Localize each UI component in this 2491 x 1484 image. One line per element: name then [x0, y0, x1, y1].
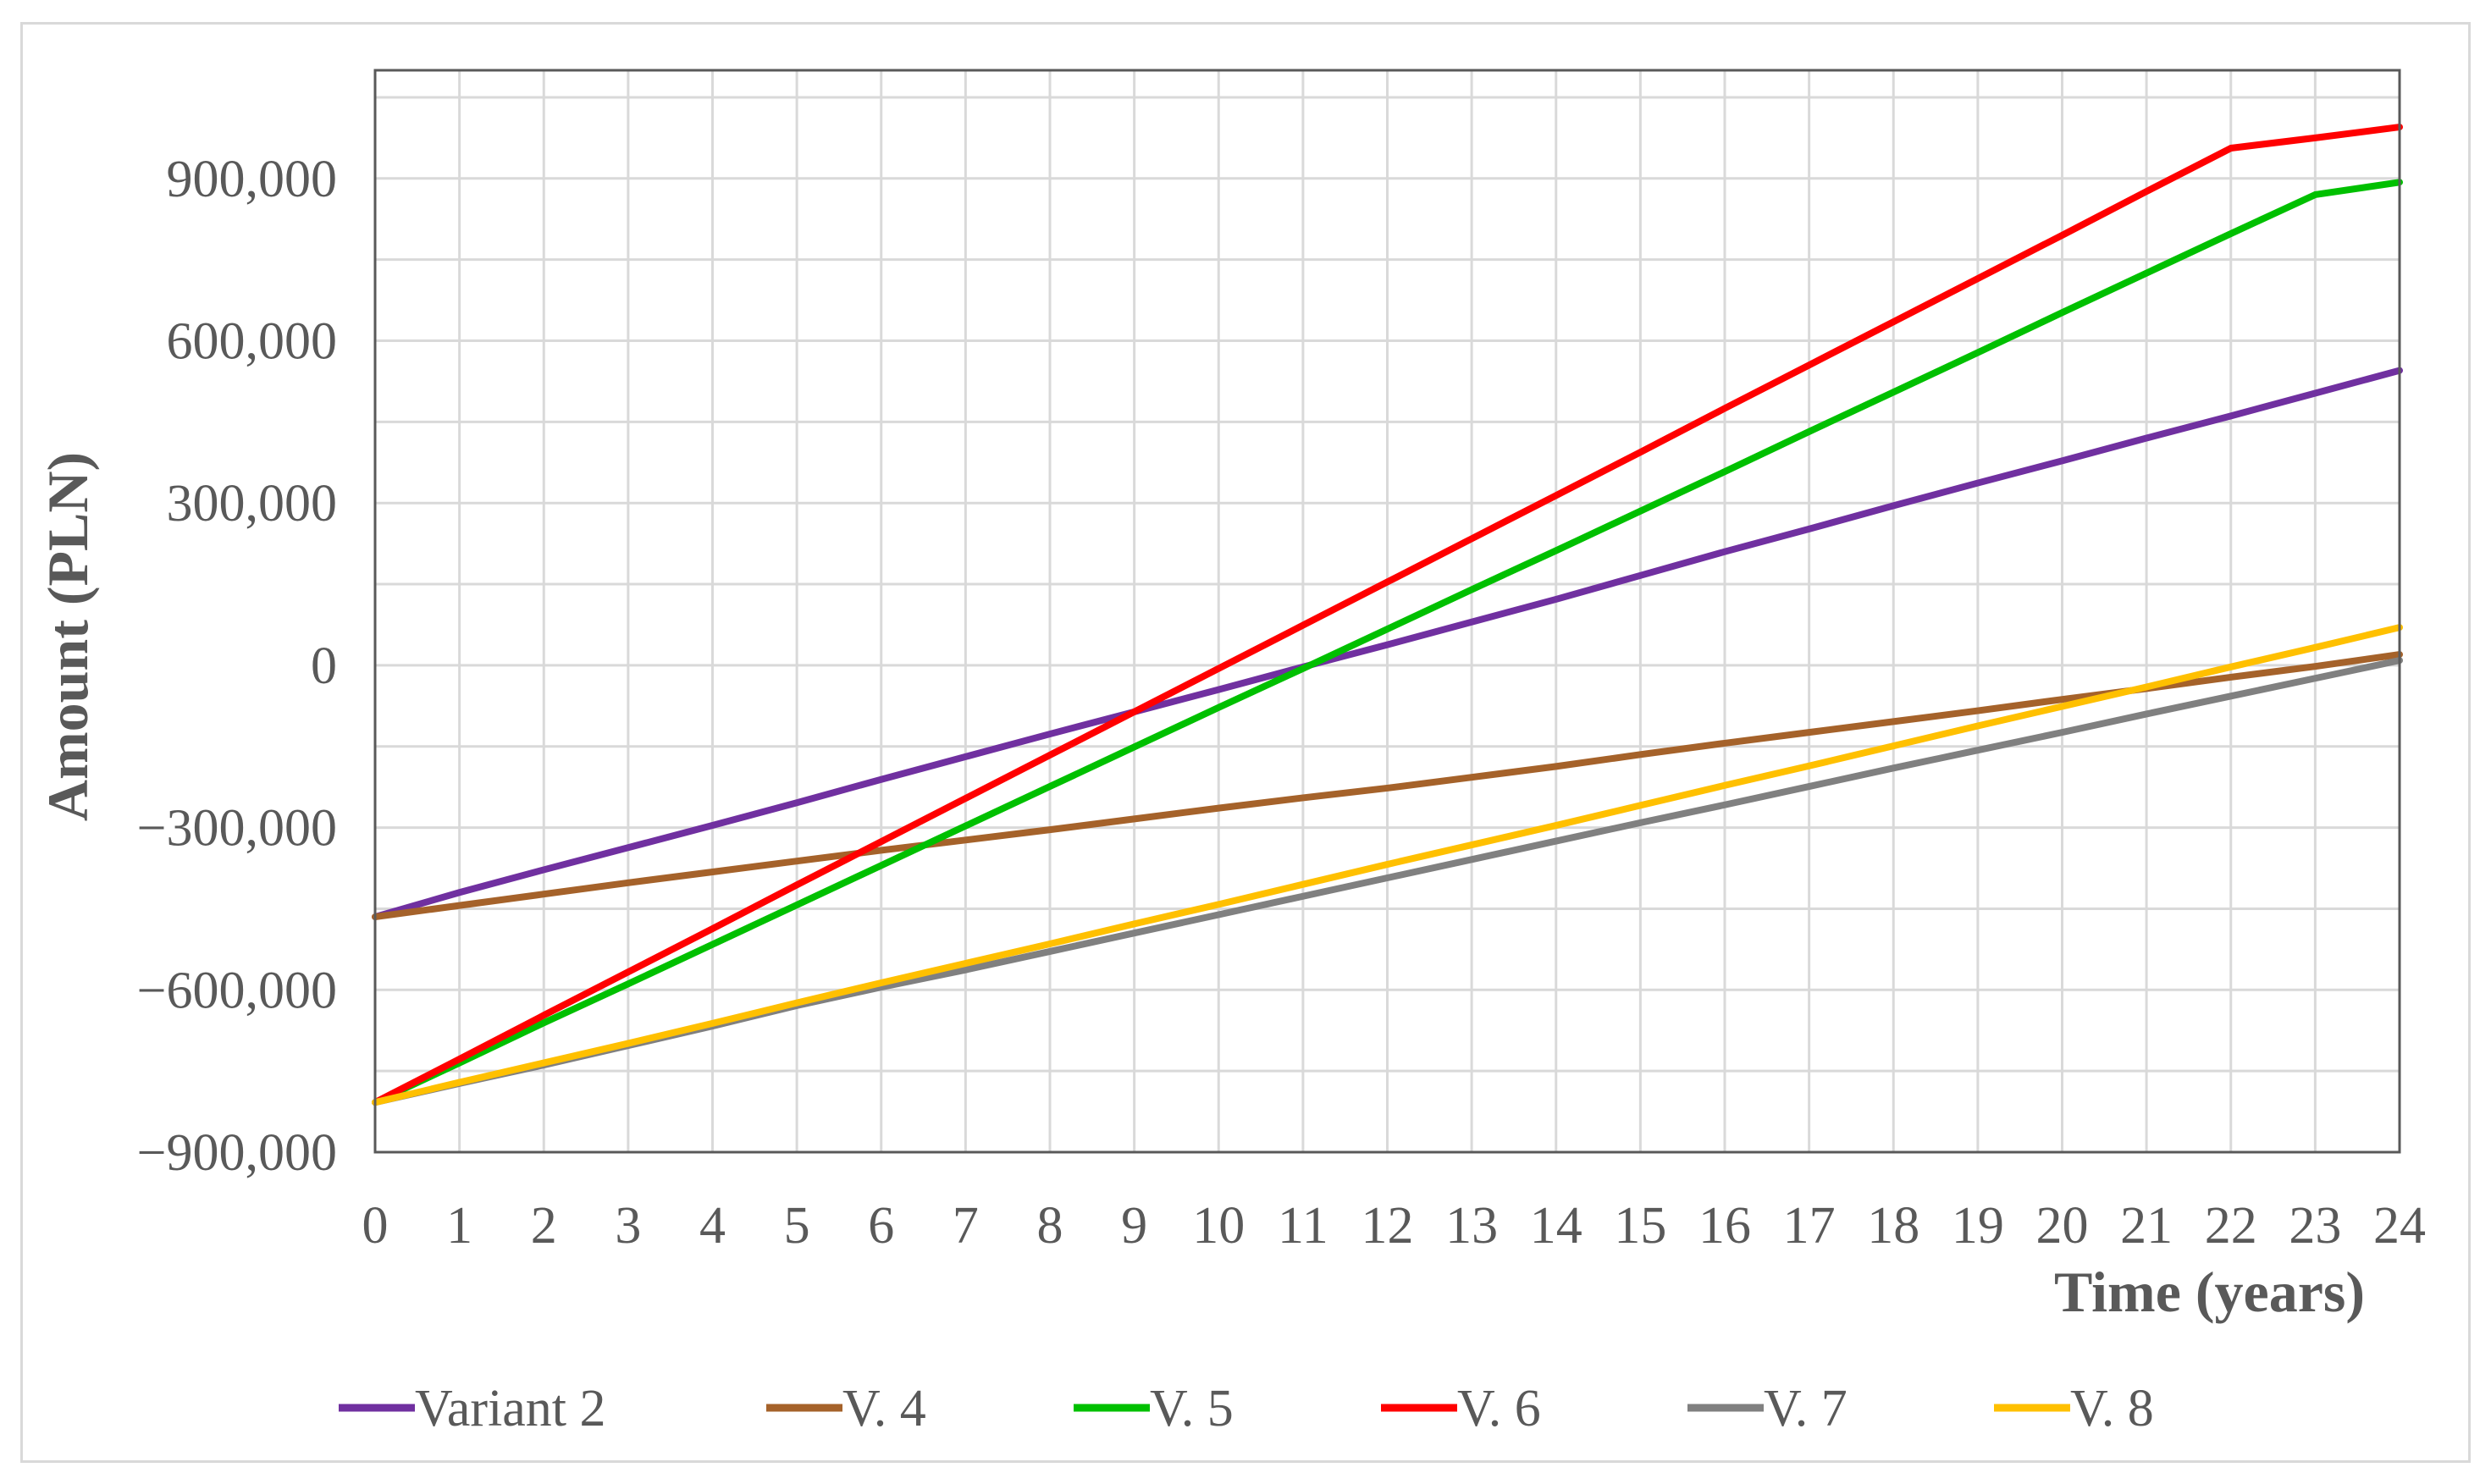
x-tick-label: 19 [1952, 1197, 2004, 1255]
x-tick-label: 0 [362, 1197, 389, 1255]
x-tick-label: 7 [953, 1197, 979, 1255]
x-tick-label: 15 [1614, 1197, 1666, 1255]
x-tick-label: 17 [1783, 1197, 1836, 1255]
y-tick-label: 300,000 [167, 475, 338, 532]
x-tick-label: 11 [1278, 1197, 1328, 1255]
legend: Variant 2 V. 4 V. 5 V. 6 V. 7 V. 8 [339, 1380, 2154, 1437]
x-tick-label: 8 [1037, 1197, 1063, 1255]
x-tick-label: 2 [531, 1197, 557, 1255]
x-tick-label: 24 [2373, 1197, 2426, 1255]
series-line [372, 179, 2403, 1106]
legend-label: Variant 2 [415, 1380, 606, 1437]
x-tick-label: 12 [1361, 1197, 1414, 1255]
series-line [372, 651, 2403, 921]
plot-area-border [373, 69, 2401, 1154]
legend-label: V. 8 [2070, 1380, 2154, 1437]
y-tick-label: 600,000 [167, 313, 338, 371]
x-tick-label: 21 [2120, 1197, 2173, 1255]
x-tick-label: 9 [1121, 1197, 1147, 1255]
y-axis-tick-labels: 900,000 600,000 300,000 0 −300,000 −600,000 −9… [137, 151, 337, 1182]
x-tick-label: 4 [699, 1197, 726, 1255]
legend-label: V. 4 [842, 1380, 926, 1437]
x-tick-label: 22 [2205, 1197, 2257, 1255]
legend-label: V. 5 [1150, 1380, 1234, 1437]
x-tick-label: 23 [2289, 1197, 2341, 1255]
y-tick-label: 900,000 [167, 151, 338, 208]
x-tick-label: 13 [1445, 1197, 1498, 1255]
x-tick-label: 10 [1192, 1197, 1245, 1255]
x-tick-label: 18 [1867, 1197, 1919, 1255]
legend-label: V. 6 [1457, 1380, 1541, 1437]
y-axis-title: Amount (PLN) [36, 452, 100, 821]
series-line [372, 367, 2403, 921]
x-tick-label: 3 [615, 1197, 641, 1255]
legend-label: V. 7 [1764, 1380, 1848, 1437]
series-line [372, 124, 2403, 1106]
x-tick-label: 1 [446, 1197, 472, 1255]
x-tick-label: 6 [868, 1197, 894, 1255]
y-tick-label: 0 [311, 637, 337, 695]
x-tick-label: 14 [1530, 1197, 1582, 1255]
series-line [372, 624, 2403, 1106]
x-tick-label: 16 [1698, 1197, 1751, 1255]
x-axis-tick-labels: 0 1 2 3 4 5 6 7 8 9 10 11 12 13 14 15 16 17 18 19 20 21 22 23 24 [362, 1197, 2427, 1255]
x-tick-label: 5 [784, 1197, 810, 1255]
y-tick-label: −600,000 [137, 962, 337, 1019]
y-tick-label: −900,000 [137, 1124, 337, 1182]
y-tick-label: −300,000 [137, 800, 337, 858]
series-lines [372, 124, 2403, 1106]
gridlines [373, 70, 2401, 1154]
x-tick-label: 20 [2036, 1197, 2089, 1255]
x-axis-title: Time (years) [2054, 1260, 2365, 1324]
